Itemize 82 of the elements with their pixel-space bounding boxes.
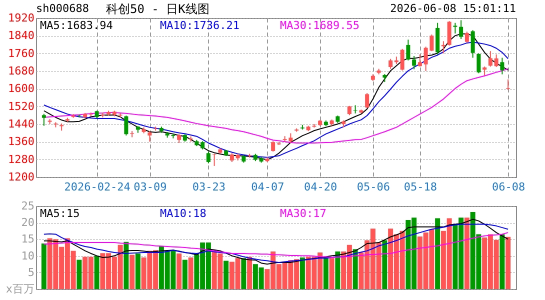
candlestick bbox=[124, 115, 128, 136]
bar bbox=[464, 218, 470, 289]
y-tick-label: 15 bbox=[21, 232, 34, 246]
candlestick bbox=[388, 58, 393, 70]
bar bbox=[94, 256, 100, 289]
candlestick bbox=[476, 52, 481, 74]
candlestick bbox=[447, 20, 452, 46]
text: MA30:17 bbox=[280, 207, 326, 220]
bar bbox=[247, 256, 252, 289]
bar bbox=[300, 257, 305, 289]
y-tick-label: 1440 bbox=[8, 118, 34, 130]
bar bbox=[182, 260, 188, 289]
candlestick bbox=[459, 20, 464, 40]
y-tick-label: 1200 bbox=[8, 170, 34, 184]
y-tick-label: 20 bbox=[21, 216, 34, 230]
candlestick bbox=[212, 153, 216, 166]
bar bbox=[352, 249, 358, 289]
chart-title: 科创50 - 日K线图 bbox=[106, 2, 210, 16]
y-tick-label: 1840 bbox=[8, 29, 34, 42]
y-tick-label: x百万 bbox=[6, 282, 34, 296]
text: MA10:1736.21 bbox=[160, 19, 240, 32]
candlestick bbox=[271, 140, 276, 152]
candlestick bbox=[400, 48, 404, 72]
y-tick-label: 1600 bbox=[8, 82, 34, 96]
candlestick bbox=[418, 54, 422, 68]
y-tick-label: 5 bbox=[28, 266, 34, 279]
candlestick bbox=[206, 151, 210, 164]
candlestick bbox=[453, 22, 458, 34]
text: MA5:1683.94 bbox=[40, 19, 114, 32]
x-tick-label: 03-09 bbox=[134, 180, 167, 194]
y-tick-label: 1760 bbox=[8, 46, 34, 60]
y-tick-label: 1280 bbox=[8, 152, 34, 166]
bar bbox=[41, 244, 46, 289]
text: MA30:1689.55 bbox=[280, 19, 360, 32]
candlestick bbox=[42, 113, 46, 126]
candlestick bbox=[365, 92, 370, 109]
bar bbox=[76, 260, 82, 289]
bar bbox=[506, 236, 511, 289]
bar bbox=[135, 253, 140, 289]
candlestick bbox=[54, 122, 58, 128]
text: sh000688 bbox=[36, 2, 89, 15]
line-series bbox=[43, 232, 509, 258]
bar bbox=[130, 254, 135, 289]
candlestick bbox=[441, 40, 446, 54]
bar bbox=[176, 253, 182, 289]
candlestick bbox=[488, 50, 492, 68]
bar bbox=[188, 257, 194, 289]
bar bbox=[224, 260, 229, 289]
series-label: MA5:15 bbox=[40, 207, 80, 220]
x-tick-label: 05-18 bbox=[404, 180, 437, 194]
candlestick bbox=[347, 105, 352, 116]
bar bbox=[124, 242, 129, 289]
y-tick-label: 1520 bbox=[8, 100, 34, 113]
x-tick-label: 03-23 bbox=[192, 180, 226, 194]
x-tick-label: 04-20 bbox=[304, 180, 338, 194]
bar bbox=[329, 258, 334, 289]
bar bbox=[323, 256, 328, 289]
y-tick-label: 10 bbox=[21, 249, 34, 262]
x-tick-label: 04-07 bbox=[251, 180, 284, 194]
candlestick bbox=[77, 114, 82, 118]
candlestick bbox=[464, 31, 469, 44]
bar bbox=[435, 218, 440, 289]
text: 2026-06-08 15:01:11 bbox=[390, 2, 516, 15]
y-tick-label: 1360 bbox=[8, 135, 34, 148]
x-tick-label: 06-08 bbox=[492, 180, 526, 194]
y-tick-label: 1680 bbox=[8, 64, 34, 78]
candlestick bbox=[494, 54, 498, 68]
candlestick bbox=[406, 39, 410, 61]
x-tick-label: 05-06 bbox=[356, 180, 390, 194]
candlestick bbox=[412, 55, 416, 70]
bar bbox=[241, 258, 246, 289]
y-tick-label: 1920 bbox=[8, 12, 34, 24]
candlestick bbox=[500, 57, 504, 75]
candlestick bbox=[470, 30, 475, 58]
candlestick bbox=[148, 130, 152, 142]
y-tick-label: 25 bbox=[21, 200, 34, 212]
bar bbox=[500, 234, 505, 289]
candlestick bbox=[353, 104, 358, 114]
bar bbox=[335, 251, 340, 289]
text: MA10:18 bbox=[160, 207, 206, 220]
x-tick-label: 2026-02-24 bbox=[64, 180, 131, 194]
bar bbox=[382, 240, 388, 289]
